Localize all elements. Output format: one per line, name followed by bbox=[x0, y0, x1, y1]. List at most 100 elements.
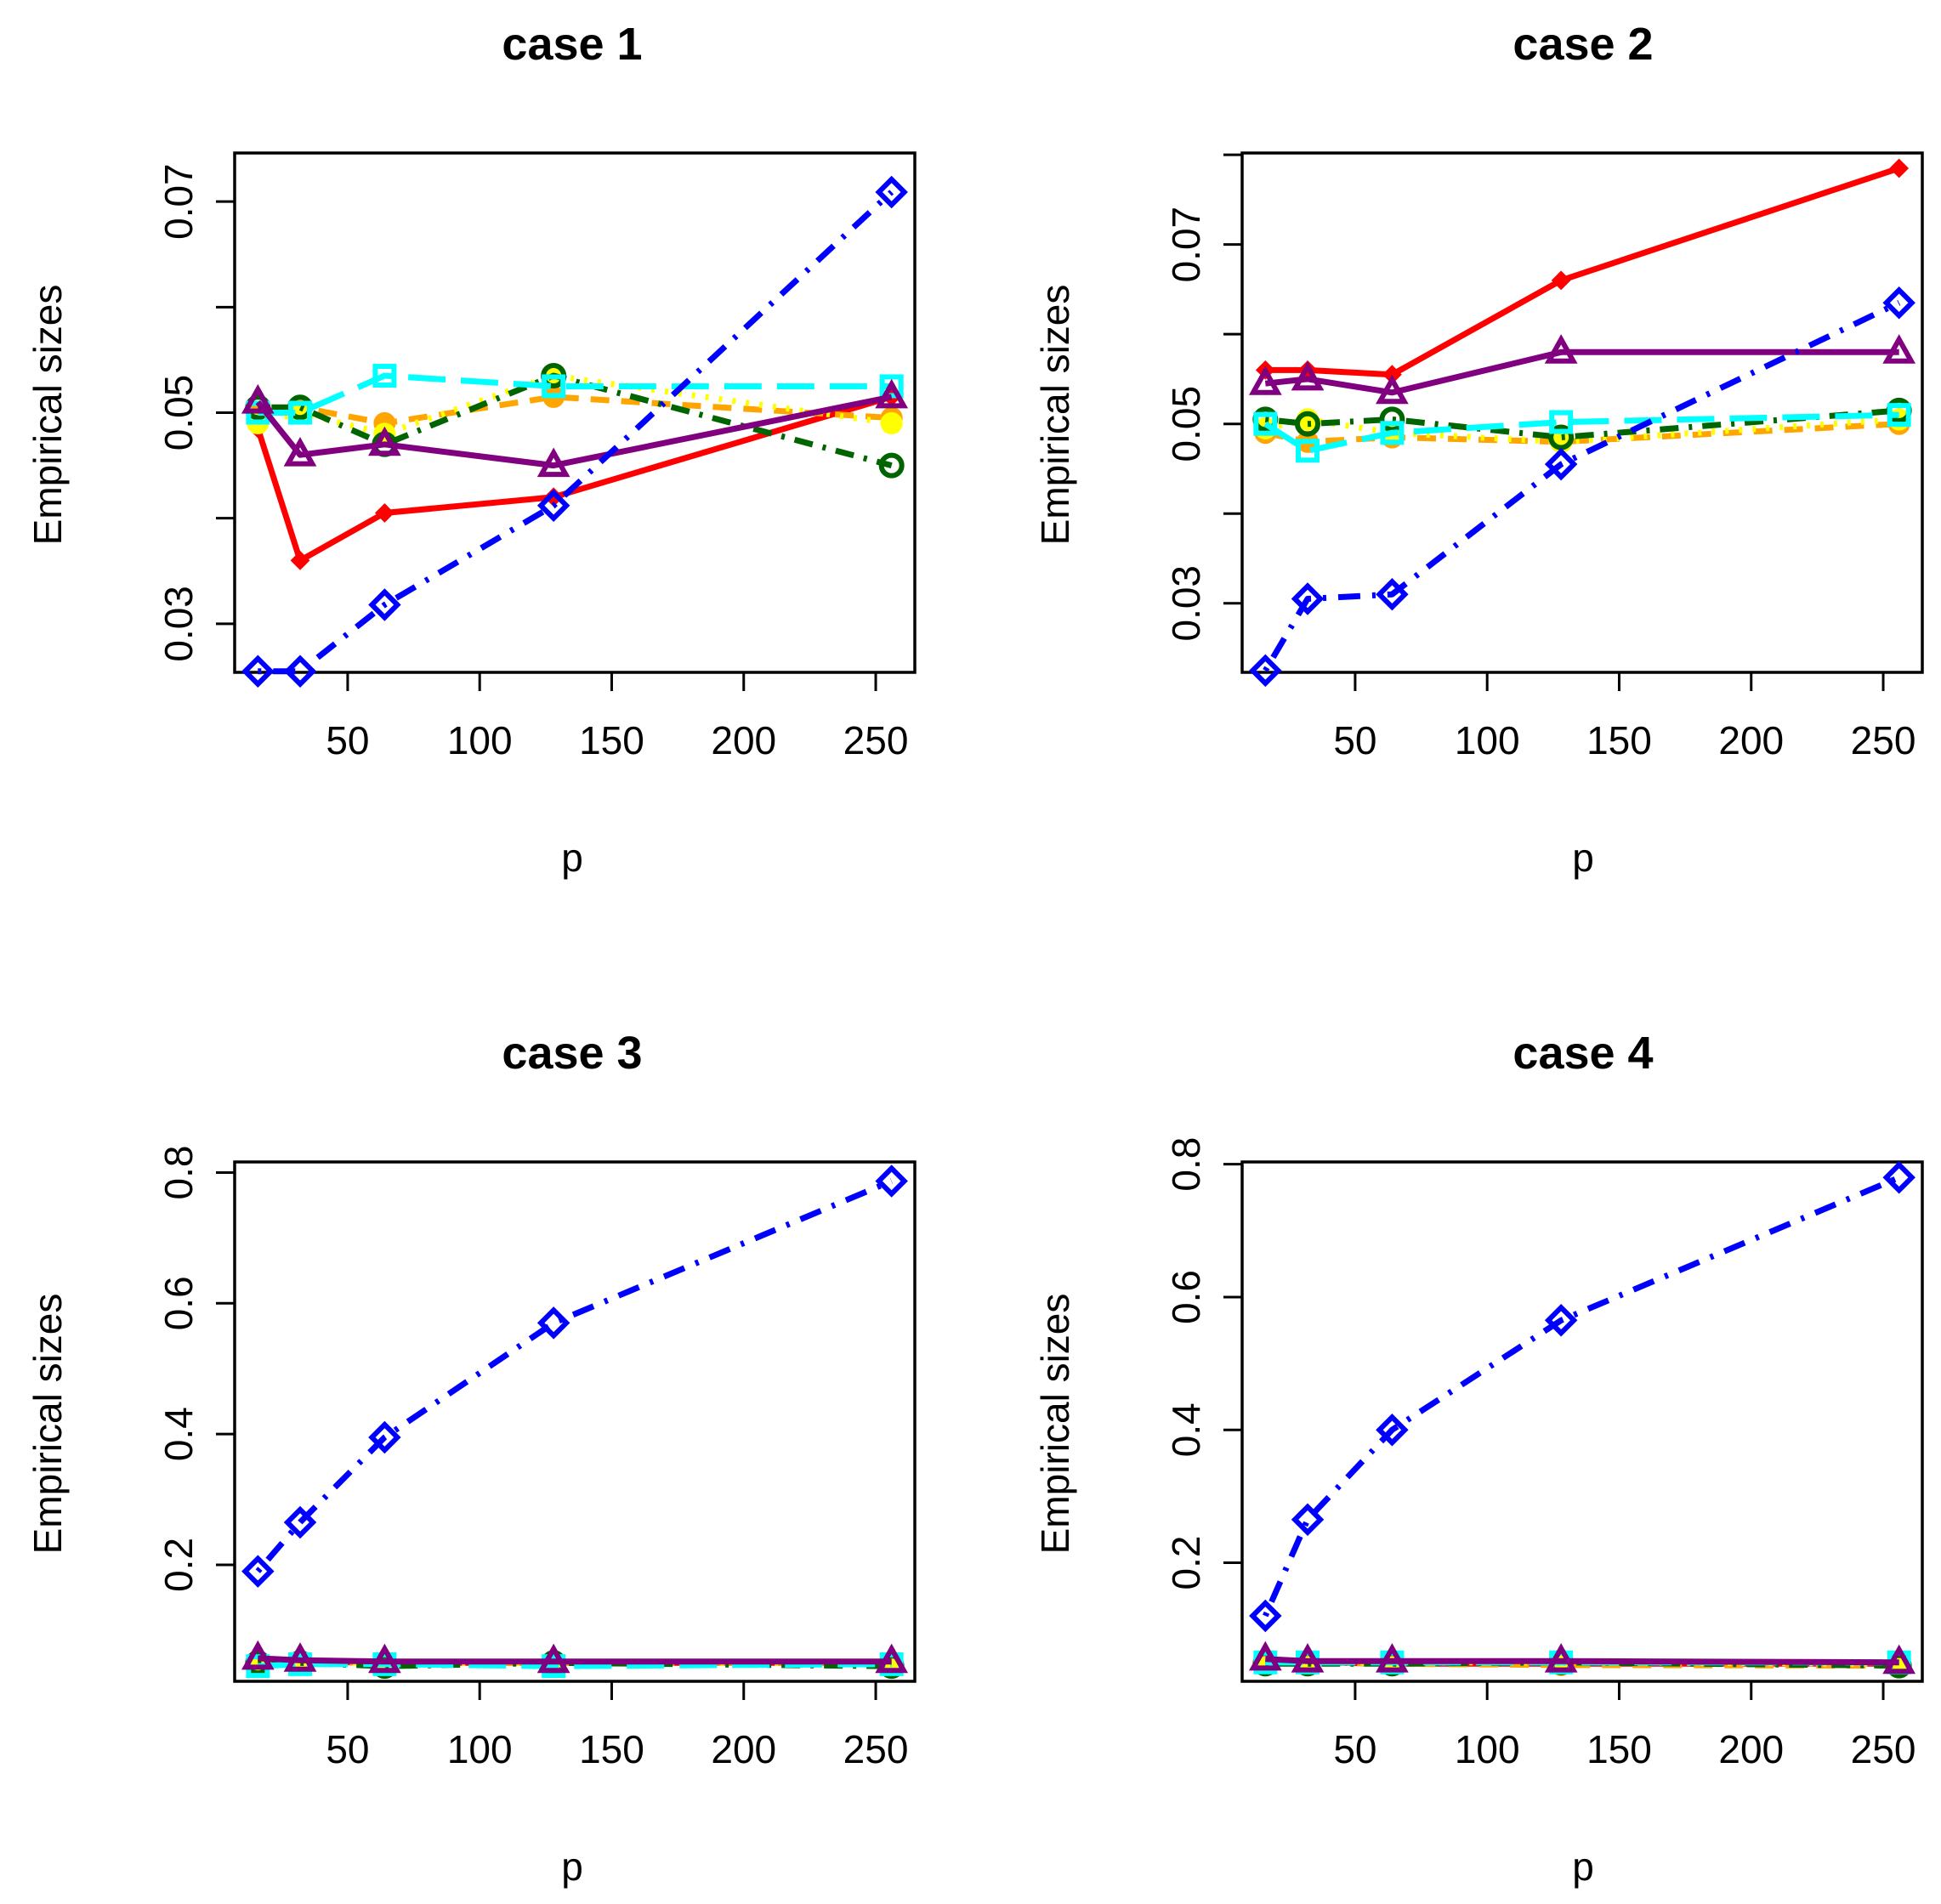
data-point-blue bbox=[283, 654, 317, 688]
series-line-blue bbox=[1263, 300, 1901, 672]
y-tick-label: 0.2 bbox=[1164, 1536, 1208, 1590]
chart-title: case 1 bbox=[502, 19, 642, 70]
panel-case-3: case 3 p Empirical sizes 50 100 150 200 250 0… bbox=[26, 1028, 917, 1889]
series-purple bbox=[241, 378, 909, 478]
y-tick-label: 0.4 bbox=[156, 1407, 201, 1461]
y-axis-label: Empirical sizes bbox=[26, 285, 70, 546]
data-point-purple bbox=[1882, 1644, 1916, 1674]
data-point-blue bbox=[241, 1555, 275, 1588]
series-line-cyan bbox=[1263, 411, 1899, 454]
data-point-purple bbox=[1376, 374, 1409, 405]
series-line-purple bbox=[1264, 348, 1899, 396]
series-blue bbox=[241, 175, 908, 688]
data-point-purple bbox=[1248, 366, 1282, 395]
chart-title: case 4 bbox=[1513, 1028, 1653, 1079]
y-axis-label: Empirical sizes bbox=[1033, 1294, 1077, 1555]
data-point-blue bbox=[536, 1306, 570, 1340]
series-purple bbox=[241, 1640, 909, 1674]
data-point-cyan bbox=[1380, 421, 1405, 445]
y-axis-label: Empirical sizes bbox=[26, 1294, 70, 1555]
x-tick-label: 200 bbox=[1718, 718, 1784, 762]
data-point-blue bbox=[1544, 447, 1578, 481]
y-tick-label: 0.8 bbox=[1164, 1137, 1208, 1192]
x-tick-label: 250 bbox=[843, 718, 909, 762]
x-tick-label: 150 bbox=[579, 718, 644, 762]
series-line-darkgreen bbox=[258, 372, 893, 468]
data-point-blue bbox=[536, 489, 570, 523]
series-line-blue bbox=[255, 1178, 894, 1573]
data-point-blue bbox=[1291, 1503, 1325, 1536]
data-point-purple bbox=[241, 383, 275, 414]
y-tick-label: 0.03 bbox=[156, 586, 201, 662]
data-point-cyan bbox=[1549, 410, 1574, 434]
data-point-purple bbox=[536, 1643, 570, 1674]
y-tick-label: 0.03 bbox=[1164, 565, 1208, 642]
series-line-darkgreen bbox=[1264, 407, 1899, 440]
x-tick-label: 50 bbox=[326, 718, 369, 762]
data-point-purple bbox=[241, 1640, 275, 1670]
data-point-blue bbox=[241, 654, 275, 688]
y-tick-label: 0.2 bbox=[156, 1538, 201, 1592]
series-line-cyan bbox=[258, 372, 892, 416]
series-cyan bbox=[246, 1652, 904, 1679]
data-point-blue bbox=[368, 588, 401, 621]
series-line-purple bbox=[258, 1655, 892, 1665]
series-line-blue bbox=[1263, 1175, 1901, 1618]
series-purple bbox=[1248, 334, 1916, 405]
x-axis-label: p bbox=[1572, 836, 1594, 880]
x-tick-label: 50 bbox=[326, 1727, 369, 1771]
y-tick-label: 0.07 bbox=[1164, 207, 1208, 283]
x-axis: 50 100 150 200 250 bbox=[326, 672, 908, 762]
data-point-cyan bbox=[1887, 403, 1911, 428]
data-point-cyan bbox=[372, 364, 397, 388]
y-tick-label: 0.05 bbox=[1164, 386, 1208, 462]
data-point-red bbox=[1551, 270, 1571, 291]
y-tick-label: 0.8 bbox=[156, 1145, 201, 1199]
data-point-purple bbox=[1248, 1640, 1282, 1671]
plot-frame bbox=[233, 1160, 917, 1683]
series-line-yellow bbox=[257, 372, 893, 437]
series-blue bbox=[1249, 286, 1915, 688]
x-axis-label: p bbox=[561, 1844, 583, 1889]
series-line-red bbox=[1265, 165, 1900, 378]
series-blue bbox=[1249, 1161, 1915, 1633]
data-point-blue bbox=[1882, 286, 1915, 320]
panel-case-4: case 4 p Empirical sizes 50 100 150 200 250 0… bbox=[1033, 1028, 1924, 1889]
x-axis: 50 100 150 200 250 bbox=[1333, 672, 1915, 762]
data-point-blue bbox=[1291, 582, 1325, 615]
data-point-blue bbox=[875, 175, 908, 209]
y-tick-label: 0.6 bbox=[1164, 1270, 1208, 1324]
data-point-cyan bbox=[542, 374, 566, 399]
data-point-blue bbox=[1249, 654, 1282, 688]
x-tick-label: 150 bbox=[579, 1727, 644, 1771]
y-axis: 0.03 0.05 0.07 bbox=[1164, 153, 1242, 642]
data-point-yellow bbox=[880, 411, 903, 434]
series-cyan bbox=[1253, 403, 1911, 463]
data-point-red bbox=[374, 503, 394, 523]
data-point-red bbox=[290, 550, 310, 570]
data-point-purple bbox=[536, 447, 570, 478]
series-purple bbox=[1248, 1640, 1916, 1674]
series-yellow bbox=[247, 365, 903, 445]
data-point-darkgreen bbox=[1379, 406, 1405, 433]
x-tick-label: 150 bbox=[1586, 1727, 1652, 1771]
chart-title: case 3 bbox=[502, 1028, 642, 1079]
x-tick-label: 200 bbox=[711, 718, 776, 762]
x-tick-label: 200 bbox=[1718, 1727, 1784, 1771]
chart-title: case 2 bbox=[1513, 19, 1653, 70]
y-tick-label: 0.05 bbox=[156, 375, 201, 451]
data-point-blue bbox=[875, 1164, 908, 1198]
series-blue bbox=[241, 1164, 908, 1588]
data-point-red bbox=[1889, 158, 1910, 178]
data-point-blue bbox=[1544, 1304, 1578, 1337]
data-point-darkgreen bbox=[1295, 411, 1321, 437]
x-tick-label: 100 bbox=[1455, 1727, 1520, 1771]
data-point-purple bbox=[283, 1642, 317, 1672]
data-point-cyan bbox=[1253, 411, 1278, 436]
data-point-purple bbox=[875, 378, 909, 409]
x-tick-label: 50 bbox=[1333, 1727, 1376, 1771]
x-axis-label: p bbox=[561, 836, 583, 880]
series-line-purple bbox=[1265, 1656, 1899, 1666]
data-point-cyan bbox=[879, 374, 904, 399]
